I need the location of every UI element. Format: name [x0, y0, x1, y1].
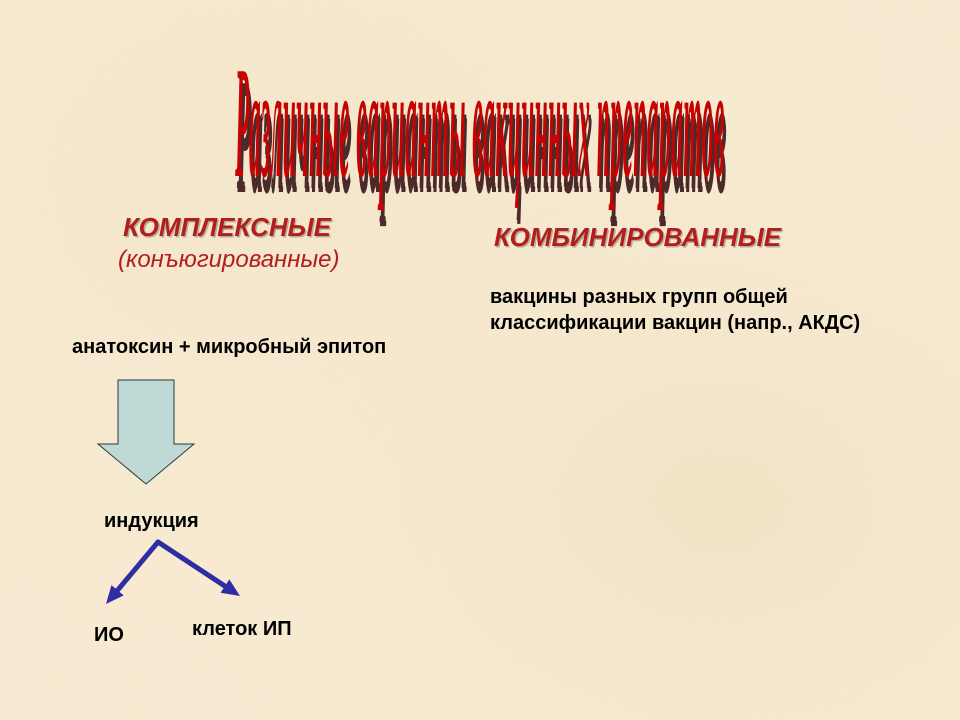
- slide-content: Различные варианты вакцинных препаратов …: [0, 0, 960, 720]
- left-description: анатоксин + микробный эпитоп: [72, 336, 386, 359]
- slide-title: Различные варианты вакцинных препаратов: [202, 28, 759, 216]
- io-label: ИО: [94, 624, 124, 647]
- block-arrow-down-icon: [98, 380, 194, 484]
- left-heading: КОМПЛЕКСНЫЕ: [123, 212, 331, 243]
- right-heading: КОМБИНИРОВАННЫЕ: [494, 222, 781, 253]
- left-subtitle: (конъюгированные): [118, 246, 339, 274]
- ip-cells-label: клеток ИП: [192, 618, 292, 641]
- right-description-line1: вакцины разных групп общей: [490, 286, 788, 309]
- right-description-line2: классификации вакцин (напр., АКДС): [490, 312, 860, 335]
- split-arrows-icon: [86, 522, 260, 624]
